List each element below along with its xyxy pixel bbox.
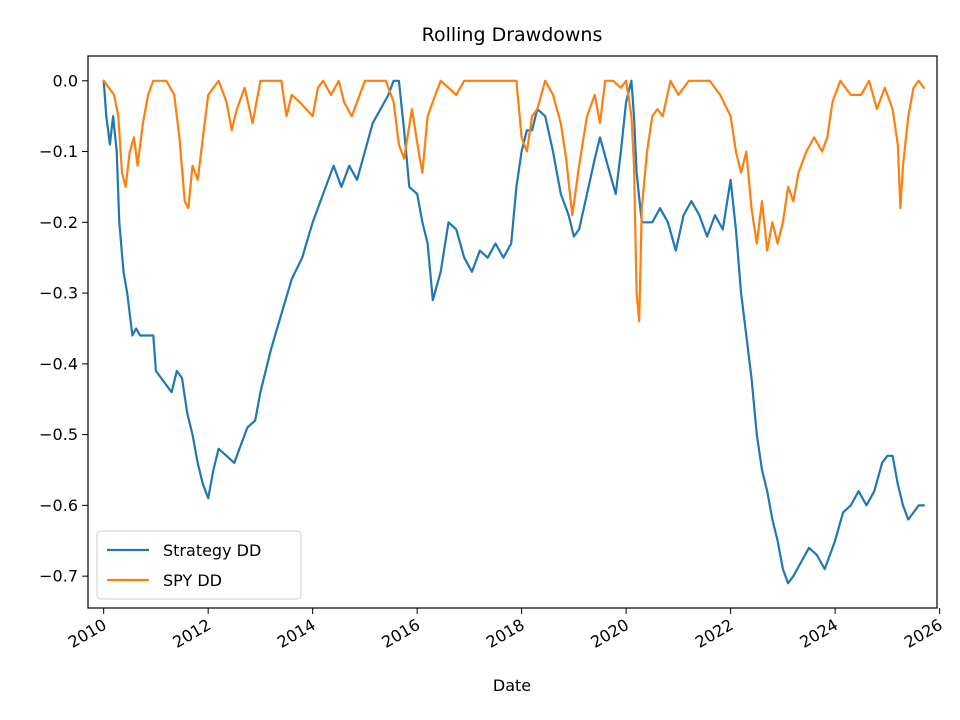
y-tick-label: −0.7 xyxy=(39,567,78,586)
series-layer xyxy=(102,79,926,585)
y-axis: 0.0 −0.1 −0.2 −0.3 −0.4 −0.5 −0.6 −0.7 xyxy=(39,71,88,586)
series-line-0 xyxy=(102,79,926,585)
y-tick-label: −0.5 xyxy=(39,425,78,444)
y-tick-label: 0.0 xyxy=(53,71,78,90)
legend-box xyxy=(96,530,302,600)
y-tick-label: −0.3 xyxy=(39,284,78,303)
legend-label-1: SPY DD xyxy=(163,571,222,590)
plot-frame xyxy=(87,55,938,609)
x-axis-title: Date xyxy=(493,676,531,695)
legend: Strategy DD SPY DD xyxy=(96,530,302,600)
chart-title: Rolling Drawdowns xyxy=(422,24,603,46)
y-tick-label: −0.4 xyxy=(39,354,78,373)
series-line-1 xyxy=(102,79,926,323)
y-tick-label: −0.1 xyxy=(39,142,78,161)
legend-label-0: Strategy DD xyxy=(163,541,261,560)
y-tick-label: −0.6 xyxy=(39,496,78,515)
y-tick-label: −0.2 xyxy=(39,213,78,232)
